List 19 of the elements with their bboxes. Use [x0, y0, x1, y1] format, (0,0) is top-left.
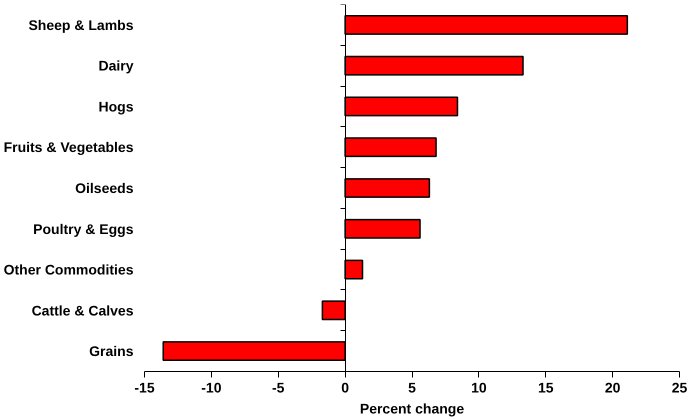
y-tick-label: Oilseeds	[75, 180, 134, 196]
x-tick-label: 20	[604, 380, 621, 396]
y-tick-label: Fruits & Vegetables	[4, 139, 134, 156]
x-tick-label: -5	[272, 380, 285, 396]
y-tick-label: Other Commodities	[4, 262, 134, 278]
y-tick-label: Dairy	[98, 58, 134, 74]
x-tick-label: 10	[471, 380, 487, 396]
x-tick-label: 25	[672, 380, 688, 396]
x-tick-label: -15	[134, 380, 155, 396]
x-axis-title: Percent change	[360, 400, 464, 416]
y-tick-label: Grains	[89, 343, 134, 360]
x-tick-label: 5	[408, 380, 416, 396]
y-tick-label: Poultry & Eggs	[33, 220, 134, 237]
x-tick-label: 15	[538, 380, 554, 396]
y-tick-label: Hogs	[98, 98, 134, 114]
y-tick-label: Cattle & Calves	[32, 302, 134, 318]
x-tick-label: -10	[201, 380, 222, 396]
y-tick-label: Sheep & Lambs	[28, 16, 134, 33]
x-tick-label: 0	[341, 380, 350, 396]
